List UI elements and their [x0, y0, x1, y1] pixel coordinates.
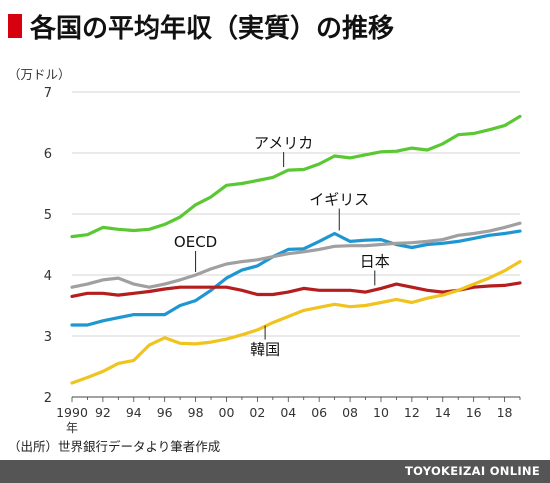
- footer-bar: TOYOKEIZAI ONLINE: [0, 460, 550, 483]
- x-tick-label: 10: [373, 405, 389, 420]
- x-tick-label: 1990: [56, 405, 88, 420]
- series-line-日本: [70, 281, 522, 298]
- x-tick-label: 06: [311, 405, 327, 420]
- series-label: 韓国: [250, 341, 280, 359]
- series-line-OECD: [70, 221, 522, 289]
- x-tick-label: 08: [342, 405, 358, 420]
- series-label: アメリカ: [254, 134, 313, 152]
- x-tick-label: 92: [95, 405, 111, 420]
- x-axis-unit-label: 年: [66, 421, 78, 435]
- x-tick-label: 16: [466, 405, 482, 420]
- x-tick-label: 18: [497, 405, 513, 420]
- x-tick-label: 02: [249, 405, 265, 420]
- y-tick-label: 4: [44, 269, 52, 284]
- y-axis-unit-label: （万ドル）: [8, 67, 71, 82]
- y-tick-label: 2: [44, 391, 52, 406]
- page-title: 各国の平均年収（実質）の推移: [30, 14, 395, 44]
- x-tick-label: 98: [188, 405, 204, 420]
- footer-brand: TOYOKEIZAI ONLINE: [404, 464, 540, 478]
- source-note: （出所）世界銀行データより筆者作成: [8, 439, 221, 454]
- title-marker: [8, 14, 22, 38]
- series-line-イギリス: [70, 229, 522, 327]
- series-line-アメリカ: [70, 114, 522, 239]
- x-tick-label: 96: [157, 405, 173, 420]
- y-tick-label: 6: [44, 147, 52, 162]
- series-label: イギリス: [309, 191, 369, 209]
- x-tick-label: 00: [219, 405, 235, 420]
- series-line-韓国: [70, 260, 522, 385]
- x-tick-label: 12: [404, 405, 420, 420]
- y-tick-label: 5: [44, 208, 52, 223]
- x-tick-label: 94: [126, 405, 142, 420]
- x-tick-label: 04: [280, 405, 296, 420]
- series-label: 日本: [360, 252, 390, 270]
- y-tick-label: 7: [44, 86, 52, 101]
- series-label: OECD: [174, 233, 217, 251]
- x-tick-label: 14: [435, 405, 451, 420]
- y-tick-label: 3: [44, 330, 52, 345]
